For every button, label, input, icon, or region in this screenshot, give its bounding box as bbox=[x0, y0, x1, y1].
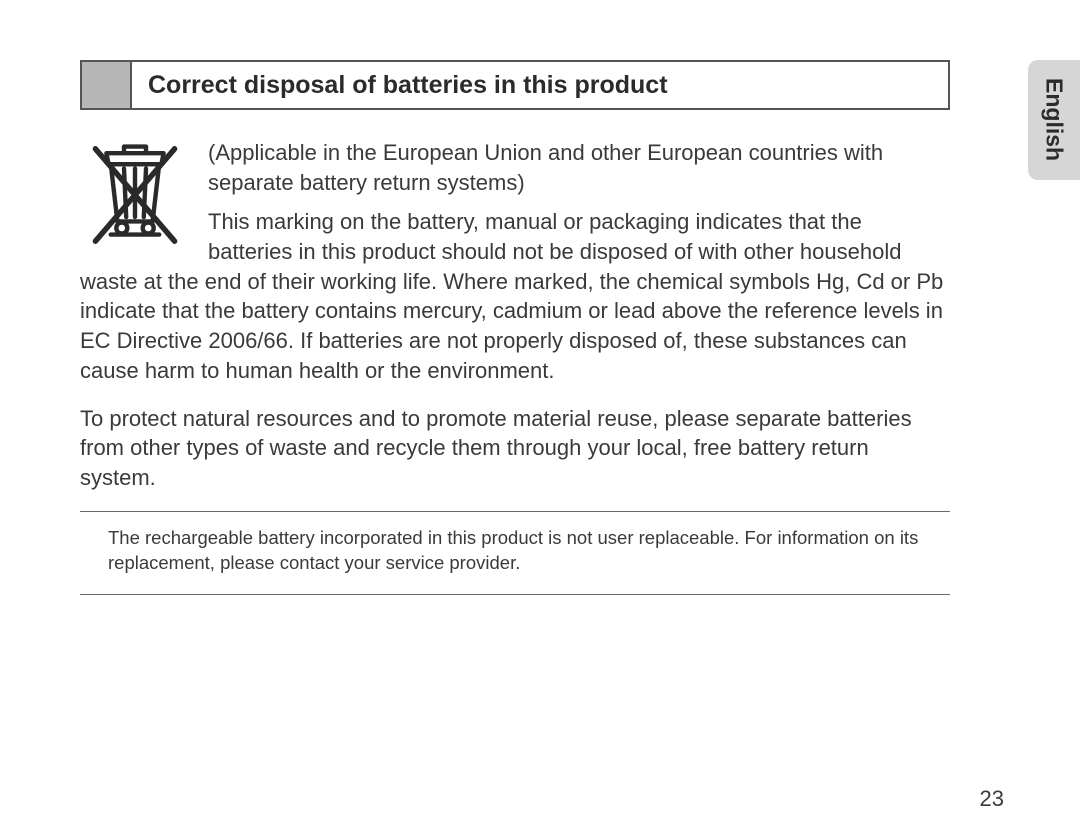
body-section: (Applicable in the European Union and ot… bbox=[80, 138, 950, 595]
icon-text-block: (Applicable in the European Union and ot… bbox=[80, 138, 950, 267]
divider-bottom bbox=[80, 594, 950, 595]
heading-accent-box bbox=[82, 62, 132, 108]
crossed-out-bin-icon bbox=[80, 140, 190, 250]
language-tab: English bbox=[1028, 60, 1080, 180]
applicability-note: (Applicable in the European Union and ot… bbox=[208, 138, 950, 197]
upper-text-column: (Applicable in the European Union and ot… bbox=[208, 138, 950, 267]
protect-paragraph: To protect natural resources and to prom… bbox=[80, 404, 950, 493]
rechargeable-note: The rechargeable battery incorporated in… bbox=[80, 526, 950, 576]
manual-page: English Correct disposal of batteries in… bbox=[0, 0, 1080, 840]
marking-paragraph-lead: This marking on the battery, manual or p… bbox=[208, 207, 950, 266]
language-tab-label: English bbox=[1041, 78, 1068, 161]
marking-paragraph-rest: waste at the end of their working life. … bbox=[80, 267, 950, 386]
divider-top bbox=[80, 511, 950, 512]
page-number: 23 bbox=[980, 786, 1004, 812]
section-heading-bar: Correct disposal of batteries in this pr… bbox=[80, 60, 950, 110]
section-heading: Correct disposal of batteries in this pr… bbox=[132, 62, 948, 108]
